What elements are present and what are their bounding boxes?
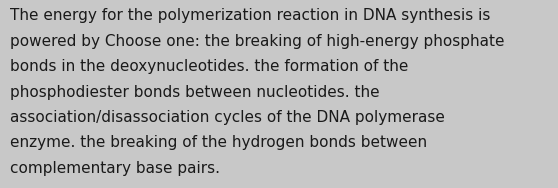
Text: The energy for the polymerization reaction in DNA synthesis is: The energy for the polymerization reacti… — [10, 8, 490, 24]
Text: enzyme. the breaking of the hydrogen bonds between: enzyme. the breaking of the hydrogen bon… — [10, 135, 427, 150]
Text: powered by Choose one: the breaking of high-energy phosphate: powered by Choose one: the breaking of h… — [10, 34, 504, 49]
Text: complementary base pairs.: complementary base pairs. — [10, 161, 220, 176]
Text: phosphodiester bonds between nucleotides. the: phosphodiester bonds between nucleotides… — [10, 85, 379, 100]
Text: bonds in the deoxynucleotides. the formation of the: bonds in the deoxynucleotides. the forma… — [10, 59, 408, 74]
Text: association/disassociation cycles of the DNA polymerase: association/disassociation cycles of the… — [10, 110, 445, 125]
